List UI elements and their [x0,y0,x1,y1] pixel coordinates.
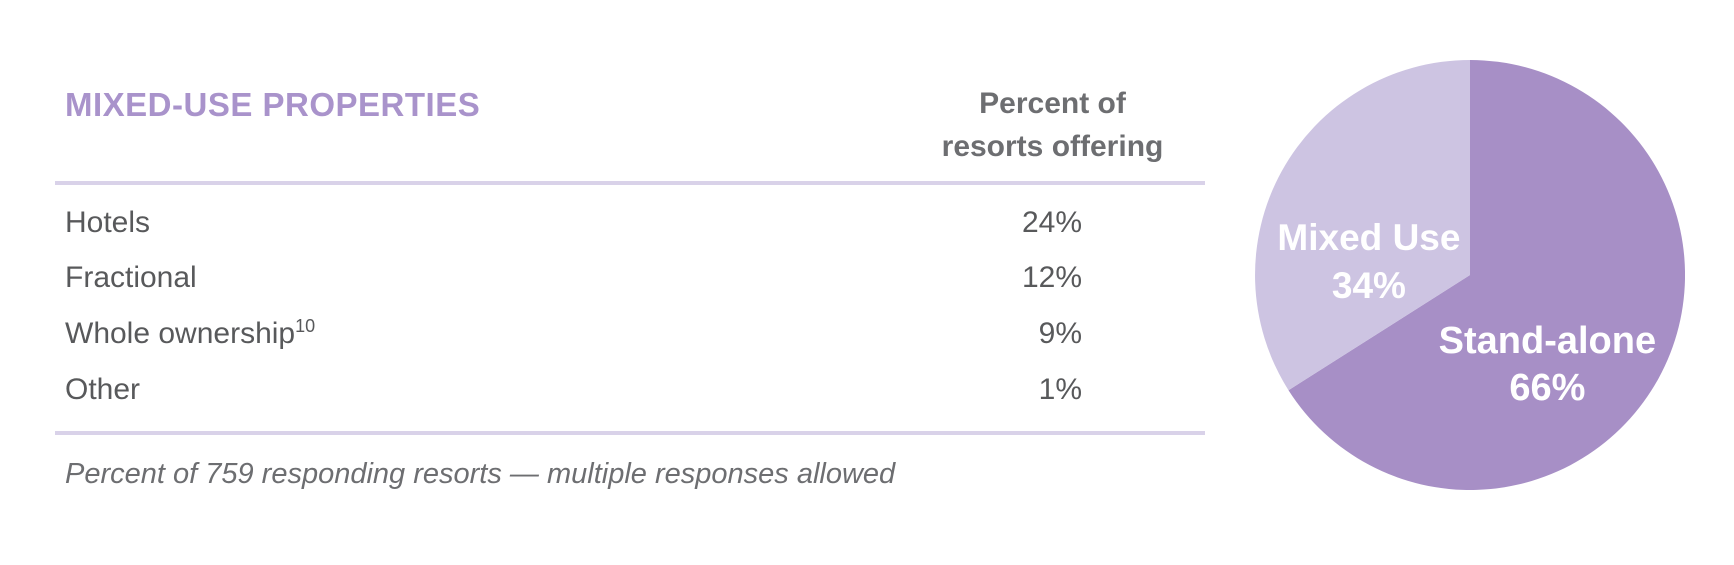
pie-slice-stand-alone [1288,60,1685,490]
table-row: Hotels 24% [65,203,1082,243]
row-value: 1% [1038,373,1082,406]
table-row: Other 1% [65,370,1082,410]
value-column-header-line1: Percent of [979,87,1126,120]
pie-label-stand-alone-name: Stand-alone [1438,320,1657,363]
row-label-text: Fractional [65,261,197,294]
table-footnote: Percent of 759 responding resorts — mult… [65,458,896,490]
pie-slice-mixed-use [1255,60,1470,391]
value-column-header: Percent of resorts offering [880,82,1225,168]
table-bottom-rule [55,431,1205,435]
table-row: Fractional 12% [65,258,1082,298]
pie-chart-svg [1255,60,1685,490]
row-label: Fractional [65,258,197,298]
pie-chart: Mixed Use 34% Stand-alone 66% [1255,60,1685,490]
pie-label-stand-alone-percent: 66% [1509,367,1586,410]
pie-label-mixed-use: Mixed Use 34% [1277,214,1460,310]
value-column-header-line2: resorts offering [941,130,1164,163]
row-footnote-marker: 10 [295,316,316,336]
row-label-text: Whole ownership [65,317,296,350]
row-label-text: Hotels [65,206,151,239]
row-value: 9% [1038,317,1082,350]
row-label: Hotels [65,203,150,243]
table-title: MIXED-USE PROPERTIES [65,86,481,123]
row-label-text: Other [65,373,141,406]
pie-label-mixed-use-name: Mixed Use [1277,217,1461,259]
row-label: Whole ownership10 [65,314,315,354]
pie-label-stand-alone: Stand-alone 66% [1439,318,1656,412]
pie-label-mixed-use-percent: 34% [1331,265,1406,307]
row-value: 24% [1021,206,1082,239]
table-row: Whole ownership10 9% [65,314,1082,354]
row-label: Other [65,370,140,410]
table-top-rule [55,181,1205,185]
row-value: 12% [1021,261,1082,294]
